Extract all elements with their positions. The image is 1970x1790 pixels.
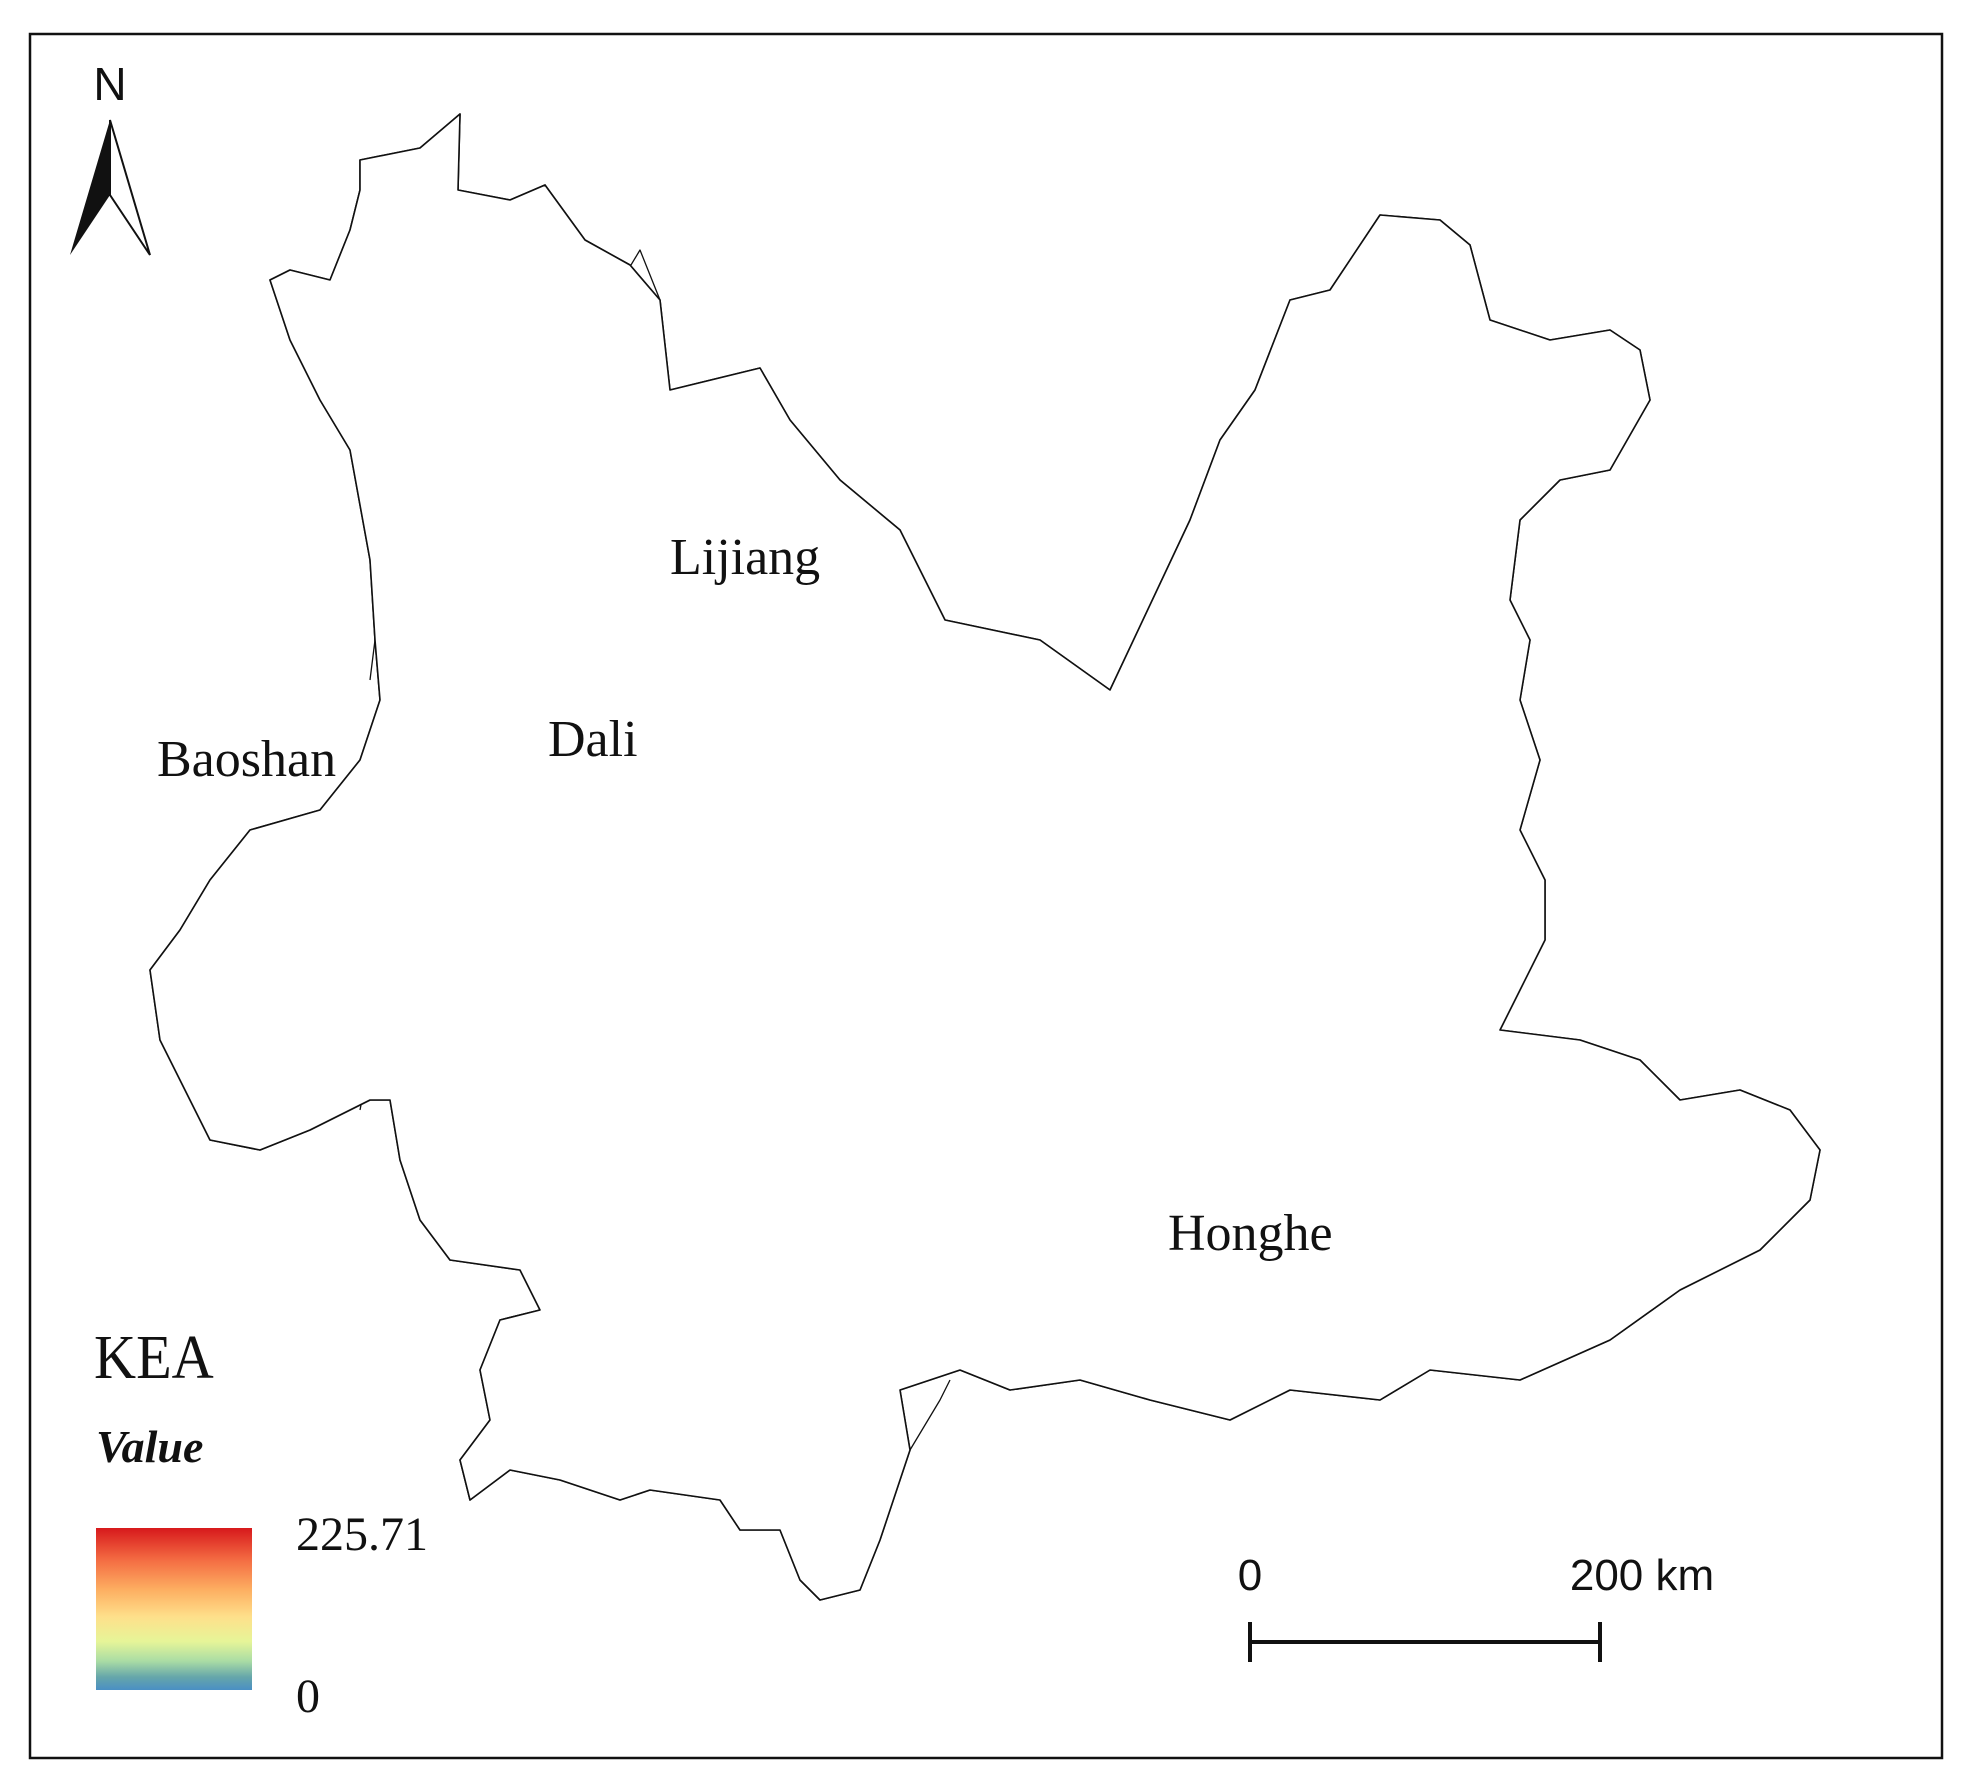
label-lijiang: Lijiang <box>670 529 820 586</box>
scale-end-label: 200 km <box>1570 1551 1714 1600</box>
legend-color-ramp <box>96 1528 252 1690</box>
label-honghe: Honghe <box>1168 1205 1333 1262</box>
north-arrow: N <box>70 58 151 256</box>
place-labels: Lijiang Dali Baoshan Honghe <box>157 529 1333 1262</box>
legend-title: KEA <box>94 1323 214 1392</box>
legend-subtitle: Value <box>96 1421 203 1472</box>
north-label: N <box>93 58 126 110</box>
label-baoshan: Baoshan <box>157 731 336 788</box>
north-arrow-icon <box>70 120 110 255</box>
scale-start-label: 0 <box>1238 1551 1262 1600</box>
legend: KEA Value 225.71 0 <box>94 1323 428 1723</box>
legend-max-label: 225.71 <box>296 1508 428 1561</box>
label-dali: Dali <box>548 711 638 768</box>
legend-min-label: 0 <box>296 1670 320 1723</box>
scale-bar: 0 200 km <box>1238 1551 1714 1662</box>
